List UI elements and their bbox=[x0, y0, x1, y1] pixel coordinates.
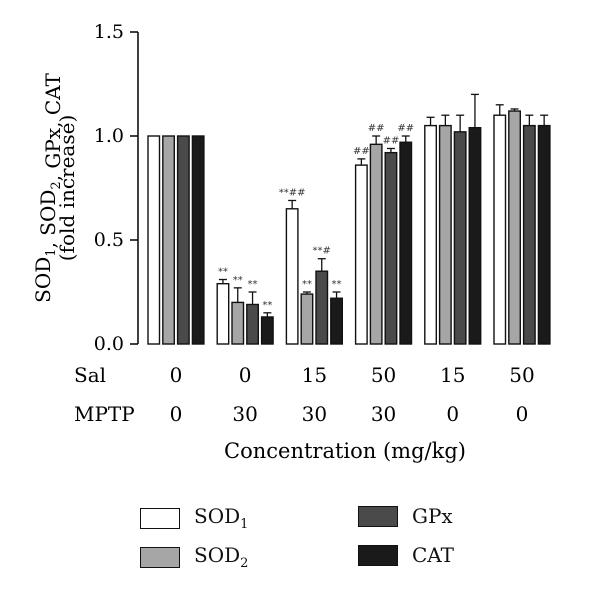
bar bbox=[522, 124, 536, 345]
bar bbox=[285, 208, 299, 345]
bar bbox=[246, 303, 260, 345]
bar bbox=[508, 110, 521, 345]
y-tick-label: 0.5 bbox=[94, 229, 124, 251]
significance-mark: **# bbox=[313, 246, 331, 257]
significance-mark: ## bbox=[353, 146, 370, 157]
significance-mark: ** bbox=[248, 279, 258, 290]
bar bbox=[330, 297, 343, 345]
significance-mark: ## bbox=[383, 135, 400, 146]
x-row-label: Sal bbox=[74, 363, 106, 387]
x-mptp-value: 0 bbox=[446, 402, 459, 426]
y-tick-label: 1.5 bbox=[94, 21, 124, 43]
significance-mark: **## bbox=[279, 187, 306, 198]
x-sal-value: 15 bbox=[440, 363, 465, 387]
bar bbox=[354, 164, 368, 345]
x-mptp-value: 0 bbox=[170, 402, 183, 426]
x-row-label: MPTP bbox=[74, 402, 135, 426]
bar bbox=[453, 131, 467, 345]
bar bbox=[468, 126, 482, 345]
bar bbox=[191, 135, 205, 345]
significance-mark: ** bbox=[332, 279, 342, 290]
bar bbox=[300, 293, 314, 345]
bar bbox=[537, 124, 551, 345]
bar bbox=[315, 270, 329, 345]
x-axis-label: Concentration (mg/kg) bbox=[224, 439, 466, 463]
y-tick-label: 0.0 bbox=[94, 333, 124, 355]
x-mptp-value: 0 bbox=[516, 402, 529, 426]
x-sal-value: 50 bbox=[509, 363, 534, 387]
bar bbox=[369, 143, 383, 345]
bar bbox=[399, 141, 413, 345]
bar bbox=[260, 316, 274, 345]
x-sal-value: 15 bbox=[302, 363, 327, 387]
bar bbox=[493, 114, 507, 345]
x-mptp-value: 30 bbox=[232, 402, 257, 426]
bar bbox=[216, 282, 230, 345]
significance-mark: ** bbox=[218, 267, 228, 278]
x-sal-value: 0 bbox=[170, 363, 183, 387]
bar bbox=[438, 124, 452, 345]
significance-mark: ** bbox=[302, 279, 312, 290]
bar bbox=[176, 135, 190, 345]
bar bbox=[147, 135, 161, 345]
bar bbox=[162, 135, 176, 345]
significance-mark: ## bbox=[368, 123, 385, 134]
significance-mark: ** bbox=[233, 275, 243, 286]
y-axis-label-line1: SOD1, SOD2, GPx, CAT bbox=[31, 72, 65, 302]
y-axis-label-line2: (fold increase) bbox=[55, 115, 79, 262]
x-sal-value: 50 bbox=[371, 363, 396, 387]
x-mptp-value: 30 bbox=[302, 402, 327, 426]
significance-mark: ** bbox=[262, 300, 272, 311]
bar bbox=[424, 124, 437, 345]
bar bbox=[384, 151, 398, 345]
x-mptp-value: 30 bbox=[371, 402, 396, 426]
y-tick-label: 1.0 bbox=[94, 125, 124, 147]
bar bbox=[231, 301, 245, 345]
significance-mark: ## bbox=[397, 123, 414, 134]
x-sal-value: 0 bbox=[239, 363, 252, 387]
